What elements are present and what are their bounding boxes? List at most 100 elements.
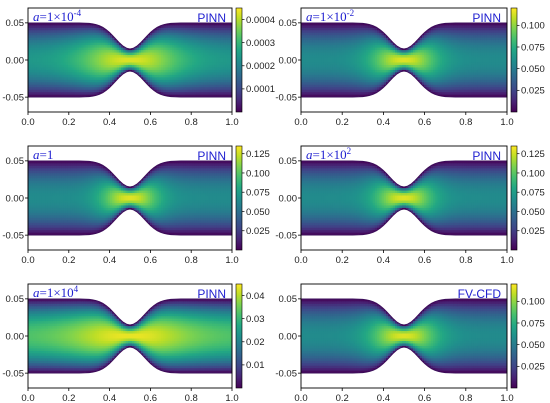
colorbar: 0.0004 0.0003 0.0002 0.0001 <box>235 7 275 113</box>
colorbar-tick-label: 0.100 <box>521 168 545 179</box>
y-tick-label: 0.05 <box>279 156 298 167</box>
colorbar: 0.04 0.03 0.02 0.01 <box>235 283 265 389</box>
method-label: PINN <box>197 149 226 163</box>
panel-2: 0.0 0.2 0.4 0.6 0.8 1.0 0.05 0.00 -0.05 a=1×10-2 P… <box>275 7 545 128</box>
x-tick-label: 0.0 <box>21 255 34 266</box>
colorbar-tick-label: 0.04 <box>246 291 265 302</box>
panel-6: 0.0 0.2 0.4 0.6 0.8 1.0 0.05 0.00 -0.05 FV-CFD 0.1… <box>275 283 545 403</box>
method-label: PINN <box>197 11 226 25</box>
colorbar-tick-label: 0.025 <box>521 362 545 373</box>
x-tick-label: 1.0 <box>225 393 238 403</box>
x-tick-label: 0.8 <box>459 393 472 403</box>
colorbar: 0.100 0.075 0.050 0.025 <box>510 7 545 113</box>
colorbar-tick-label: 0.050 <box>521 207 545 218</box>
x-tick-label: 0.4 <box>377 117 390 128</box>
y-tick-label: 0.05 <box>6 18 25 29</box>
colorbar-tick-label: 0.02 <box>246 337 265 348</box>
x-tick-label: 0.2 <box>336 393 349 403</box>
x-tick-label: 0.0 <box>21 117 34 128</box>
y-tick-label: 0.05 <box>6 294 25 305</box>
colorbar-tick-label: 0.0002 <box>246 61 275 72</box>
colorbar-tick-label: 0.075 <box>521 42 545 53</box>
y-tick-label: 0.00 <box>6 193 25 204</box>
x-tick-label: 0.4 <box>377 393 390 403</box>
x-tick-label: 0.6 <box>418 255 431 266</box>
y-tick-label: 0.00 <box>6 331 25 342</box>
alpha-label: a=1×102 <box>306 146 351 162</box>
y-tick-label: -0.05 <box>2 92 24 103</box>
velocity-field <box>301 160 507 236</box>
colorbar-tick-label: 0.075 <box>246 188 270 199</box>
x-tick-label: 0.2 <box>336 117 349 128</box>
x-tick-label: 0.8 <box>185 117 198 128</box>
x-tick-label: 1.0 <box>500 393 513 403</box>
x-tick-label: 0.0 <box>21 393 34 403</box>
colorbar-tick-label: 0.125 <box>246 149 270 160</box>
y-tick-label: 0.05 <box>279 294 298 305</box>
alpha-label: a=1×10-4 <box>33 8 82 24</box>
y-tick-label: -0.05 <box>275 230 297 241</box>
velocity-field <box>28 22 232 98</box>
x-tick-label: 1.0 <box>500 117 513 128</box>
x-tick-label: 1.0 <box>225 255 238 266</box>
colorbar-tick-label: 0.050 <box>246 207 270 218</box>
y-tick-label: 0.05 <box>279 18 298 29</box>
colorbar-tick-label: 0.100 <box>246 168 270 179</box>
x-tick-label: 0.2 <box>62 117 75 128</box>
panel-1: 0.0 0.2 0.4 0.6 0.8 1.0 0.05 0.00 -0.05 a=1×10-4 P… <box>2 7 275 128</box>
x-tick-label: 1.0 <box>225 117 238 128</box>
y-tick-label: 0.00 <box>279 55 298 66</box>
colorbar-tick-label: 0.125 <box>521 149 545 160</box>
panel-3: 0.0 0.2 0.4 0.6 0.8 1.0 0.05 0.00 -0.05 a=1 PINN 0.… <box>2 145 270 266</box>
alpha-label: a=1 <box>33 147 53 162</box>
y-tick-label: 0.05 <box>6 156 25 167</box>
colorbar-tick-label: 0.050 <box>521 340 545 351</box>
velocity-field <box>301 298 507 374</box>
x-tick-label: 0.6 <box>418 393 431 403</box>
y-tick-label: -0.05 <box>2 368 24 379</box>
x-tick-label: 0.2 <box>336 255 349 266</box>
x-tick-label: 0.2 <box>62 255 75 266</box>
alpha-label: a=1×10-2 <box>306 8 354 24</box>
colorbar-tick-label: 0.0003 <box>246 38 275 49</box>
x-tick-label: 0.6 <box>144 117 157 128</box>
x-tick-label: 0.2 <box>62 393 75 403</box>
colorbar-tick-label: 0.100 <box>521 297 545 308</box>
colorbar-tick-label: 0.075 <box>521 318 545 329</box>
velocity-field <box>28 160 232 236</box>
colorbar: 0.100 0.075 0.050 0.025 <box>510 283 545 389</box>
x-tick-label: 0.8 <box>185 255 198 266</box>
x-tick-label: 0.6 <box>418 117 431 128</box>
x-tick-label: 0.0 <box>294 393 307 403</box>
colorbar: 0.125 0.100 0.075 0.050 0.025 <box>510 145 545 251</box>
x-tick-label: 0.0 <box>294 255 307 266</box>
x-tick-label: 0.4 <box>377 255 390 266</box>
colorbar-tick-label: 0.050 <box>521 64 545 75</box>
colorbar-tick-label: 0.0004 <box>246 15 275 26</box>
x-tick-label: 0.8 <box>185 393 198 403</box>
y-tick-label: -0.05 <box>2 230 24 241</box>
alpha-label: a=1×104 <box>33 284 79 300</box>
colorbar-tick-label: 0.01 <box>246 360 265 371</box>
y-tick-label: 0.00 <box>6 55 25 66</box>
x-tick-label: 0.6 <box>144 255 157 266</box>
x-tick-label: 0.4 <box>103 393 116 403</box>
x-tick-label: 0.8 <box>459 255 472 266</box>
method-label: PINN <box>472 149 501 163</box>
panel-5: 0.0 0.2 0.4 0.6 0.8 1.0 0.05 0.00 -0.05 a=1×104 PI… <box>2 283 265 403</box>
y-tick-label: 0.00 <box>279 193 298 204</box>
y-tick-label: 0.00 <box>279 331 298 342</box>
panel-4: 0.0 0.2 0.4 0.6 0.8 1.0 0.05 0.00 -0.05 a=1×102 PI… <box>275 145 545 266</box>
y-tick-label: -0.05 <box>275 368 297 379</box>
colorbar-tick-label: 0.0001 <box>246 84 275 95</box>
colorbar-tick-label: 0.025 <box>246 226 270 237</box>
method-label: PINN <box>197 287 226 301</box>
colorbar: 0.125 0.100 0.075 0.050 0.025 <box>235 145 270 251</box>
velocity-field <box>301 22 507 98</box>
method-label: PINN <box>472 11 501 25</box>
x-tick-label: 0.0 <box>294 117 307 128</box>
colorbar-tick-label: 0.100 <box>521 21 545 32</box>
colorbar-tick-label: 0.075 <box>521 188 545 199</box>
x-tick-label: 1.0 <box>500 255 513 266</box>
